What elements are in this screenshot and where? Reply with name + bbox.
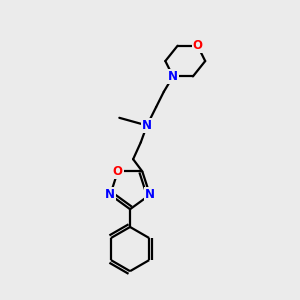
Text: O: O	[193, 39, 202, 52]
Text: N: N	[168, 70, 178, 83]
Text: N: N	[142, 119, 152, 132]
Text: O: O	[113, 165, 123, 178]
Text: N: N	[105, 188, 115, 201]
Text: N: N	[145, 188, 155, 201]
